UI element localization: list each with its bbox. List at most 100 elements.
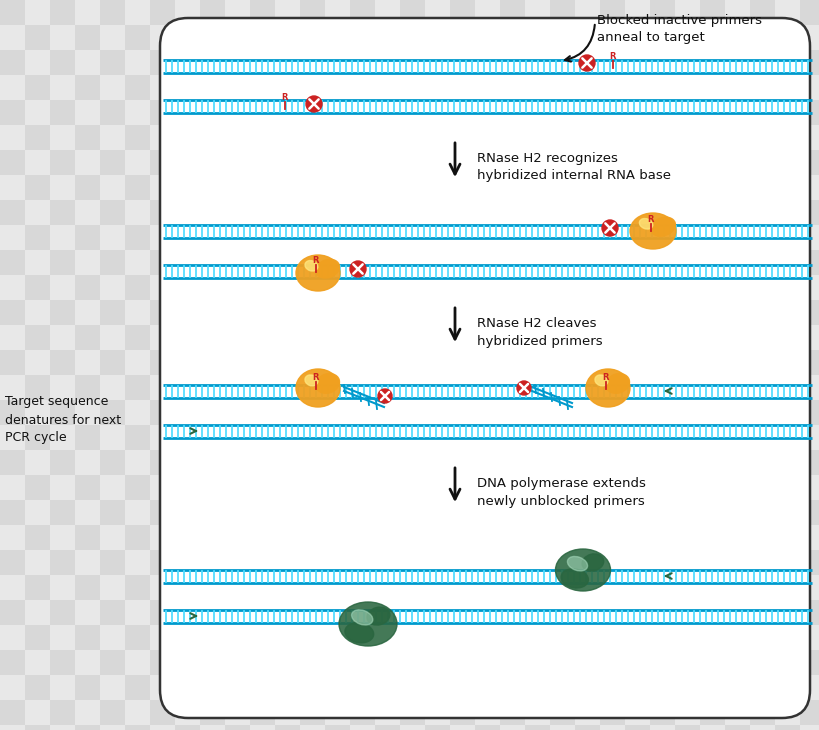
Bar (474, 500, 500, 525)
Bar (274, 150, 300, 175)
Bar (150, 275, 174, 300)
Bar (100, 50, 124, 75)
Bar (774, 125, 799, 150)
Bar (424, 325, 450, 350)
Bar (150, 325, 174, 350)
Bar (300, 275, 324, 300)
Bar (250, 125, 274, 150)
Bar (400, 525, 424, 550)
Bar (450, 375, 474, 400)
Bar (250, 150, 274, 175)
Bar (274, 75, 300, 100)
Circle shape (578, 55, 595, 71)
Bar (724, 525, 749, 550)
Bar (500, 550, 524, 575)
Bar (574, 250, 600, 275)
Bar (774, 600, 799, 625)
Bar (649, 525, 674, 550)
Bar (550, 200, 574, 225)
Bar (624, 175, 649, 200)
Bar (300, 150, 324, 175)
Bar (0, 425, 25, 450)
Bar (600, 450, 624, 475)
Bar (324, 150, 350, 175)
Bar (500, 625, 524, 650)
Bar (324, 0, 350, 25)
Ellipse shape (296, 255, 340, 291)
Bar (624, 625, 649, 650)
Bar (649, 125, 674, 150)
Bar (174, 400, 200, 425)
Bar (799, 150, 819, 175)
Bar (749, 75, 774, 100)
Bar (550, 275, 574, 300)
Bar (200, 125, 224, 150)
Bar (699, 725, 724, 730)
Bar (724, 475, 749, 500)
Bar (200, 275, 224, 300)
Bar (50, 400, 75, 425)
Bar (749, 500, 774, 525)
Bar (724, 650, 749, 675)
Bar (649, 75, 674, 100)
Bar (100, 200, 124, 225)
Bar (174, 450, 200, 475)
Bar (550, 625, 574, 650)
Bar (0, 275, 25, 300)
Bar (75, 200, 100, 225)
Bar (174, 300, 200, 325)
Bar (224, 375, 250, 400)
Bar (574, 475, 600, 500)
Bar (350, 200, 374, 225)
Bar (75, 0, 100, 25)
Bar (250, 650, 274, 675)
Bar (250, 625, 274, 650)
Bar (200, 400, 224, 425)
Bar (224, 250, 250, 275)
Bar (550, 50, 574, 75)
Bar (174, 250, 200, 275)
Bar (374, 475, 400, 500)
Bar (350, 150, 374, 175)
Bar (474, 50, 500, 75)
Bar (324, 325, 350, 350)
Bar (649, 625, 674, 650)
Bar (224, 475, 250, 500)
Bar (450, 350, 474, 375)
Bar (474, 325, 500, 350)
Bar (300, 500, 324, 525)
Bar (200, 175, 224, 200)
Bar (100, 725, 124, 730)
Bar (250, 275, 274, 300)
Bar (374, 425, 400, 450)
Bar (100, 500, 124, 525)
Bar (350, 525, 374, 550)
Bar (799, 175, 819, 200)
Bar (674, 575, 699, 600)
Bar (300, 675, 324, 700)
Bar (574, 175, 600, 200)
Bar (450, 50, 474, 75)
Bar (400, 350, 424, 375)
Bar (574, 275, 600, 300)
Bar (424, 75, 450, 100)
Bar (25, 100, 50, 125)
Bar (774, 0, 799, 25)
Bar (324, 250, 350, 275)
Bar (450, 425, 474, 450)
Bar (749, 625, 774, 650)
Bar (350, 375, 374, 400)
Bar (374, 175, 400, 200)
Bar (124, 450, 150, 475)
Bar (75, 350, 100, 375)
Bar (174, 725, 200, 730)
Bar (450, 525, 474, 550)
Bar (624, 150, 649, 175)
Bar (124, 600, 150, 625)
Bar (450, 550, 474, 575)
Bar (424, 300, 450, 325)
Bar (550, 500, 574, 525)
Bar (224, 350, 250, 375)
Bar (550, 450, 574, 475)
Bar (600, 225, 624, 250)
